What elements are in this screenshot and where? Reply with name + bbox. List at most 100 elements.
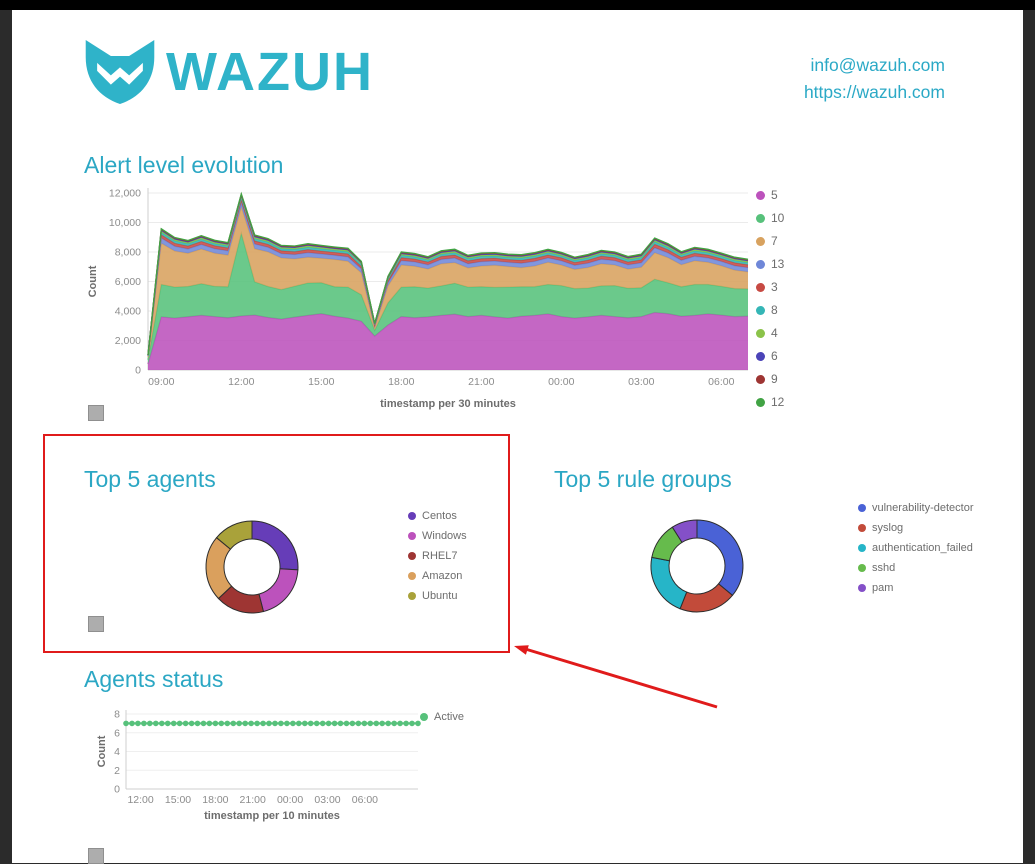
brand-wordmark: WAZUH	[166, 42, 374, 102]
svg-text:12,000: 12,000	[109, 188, 141, 200]
legend-dot	[756, 190, 765, 200]
svg-text:06:00: 06:00	[708, 376, 734, 388]
legend-item: Amazon	[408, 570, 467, 582]
svg-text:timestamp per 10 minutes: timestamp per 10 minutes	[204, 810, 340, 822]
svg-text:4,000: 4,000	[115, 306, 141, 318]
legend-item: Centos	[408, 510, 467, 522]
legend-dot	[408, 552, 416, 560]
contact-info: info@wazuh.com https://wazuh.com	[804, 52, 945, 106]
svg-text:12:00: 12:00	[127, 794, 153, 806]
svg-text:18:00: 18:00	[388, 376, 414, 388]
svg-text:timestamp per 30 minutes: timestamp per 30 minutes	[380, 398, 516, 410]
legend-item: Active	[420, 711, 464, 723]
svg-text:21:00: 21:00	[240, 794, 266, 806]
svg-text:6,000: 6,000	[115, 276, 141, 288]
top-agents-legend: Centos Windows RHEL7 Amazon Ubuntu	[408, 510, 467, 610]
legend-label: 9	[771, 372, 778, 386]
legend-item: 7	[756, 234, 784, 248]
contact-email[interactable]: info@wazuh.com	[810, 55, 946, 75]
legend-item: 13	[756, 257, 784, 271]
legend-dot	[756, 328, 765, 338]
legend-dot	[858, 524, 866, 532]
svg-text:12:00: 12:00	[228, 376, 254, 388]
svg-text:0: 0	[135, 365, 141, 377]
svg-text:6: 6	[114, 727, 120, 739]
svg-text:4: 4	[114, 746, 120, 758]
legend-label: RHEL7	[422, 550, 458, 562]
legend-dot	[756, 397, 765, 407]
legend-dot	[408, 572, 416, 580]
legend-label: 3	[771, 280, 778, 294]
legend-label: pam	[872, 582, 894, 594]
agents-status-chart: 0 2 4 6 8 12:00 15:00 18:00 21:00 00:00 03:00 06:00…	[96, 709, 421, 822]
svg-text:0: 0	[114, 784, 120, 796]
svg-text:00:00: 00:00	[277, 794, 303, 806]
legend-dot	[408, 512, 416, 520]
legend-label: Centos	[422, 510, 457, 522]
wazuh-logo: WAZUH	[82, 40, 374, 104]
legend-dot	[858, 504, 866, 512]
legend-item: syslog	[858, 522, 974, 534]
agents-status-legend: Active	[420, 711, 464, 723]
legend-label: 7	[771, 234, 778, 248]
image-placeholder	[88, 616, 104, 632]
legend-item: sshd	[858, 562, 974, 574]
legend-label: 10	[771, 211, 785, 225]
svg-text:2: 2	[114, 765, 120, 777]
section-title-agents-status: Agents status	[84, 666, 224, 692]
alert-level-chart: 0 2,000 4,000 6,000 8,000 10,000 12,000 09:00 12…	[87, 188, 749, 410]
svg-text:06:00: 06:00	[352, 794, 378, 806]
legend-dot	[858, 564, 866, 572]
svg-text:10,000: 10,000	[109, 217, 141, 229]
svg-text:18:00: 18:00	[202, 794, 228, 806]
svg-text:03:00: 03:00	[314, 794, 340, 806]
legend-dot	[756, 351, 765, 361]
svg-text:2,000: 2,000	[115, 335, 141, 347]
legend-label: vulnerability-detector	[872, 502, 974, 514]
annotation-arrow-line	[521, 646, 718, 709]
contact-url[interactable]: https://wazuh.com	[803, 82, 945, 102]
legend-dot	[408, 532, 416, 540]
section-title-rule-groups: Top 5 rule groups	[554, 466, 732, 492]
rule-groups-legend: vulnerability-detector syslog authenticati…	[858, 502, 974, 602]
legend-item: pam	[858, 582, 974, 594]
legend-item: 12	[756, 395, 784, 409]
svg-text:Count: Count	[96, 735, 108, 767]
legend-dot	[756, 213, 765, 223]
svg-text:00:00: 00:00	[548, 376, 574, 388]
svg-text:15:00: 15:00	[308, 376, 334, 388]
report-page: WAZUH info@wazuh.com https://wazuh.com A…	[12, 10, 1023, 864]
legend-dot	[408, 592, 416, 600]
legend-dot	[858, 584, 866, 592]
svg-text:8: 8	[114, 709, 120, 721]
image-placeholder	[88, 405, 104, 421]
legend-dot	[756, 305, 765, 315]
legend-dot	[756, 282, 765, 292]
legend-item: 9	[756, 372, 784, 386]
fox-icon	[85, 40, 155, 104]
legend-label: 4	[771, 326, 778, 340]
legend-dot	[858, 544, 866, 552]
legend-item: vulnerability-detector	[858, 502, 974, 514]
legend-label: 5	[771, 188, 778, 202]
svg-text:15:00: 15:00	[165, 794, 191, 806]
svg-text:03:00: 03:00	[628, 376, 654, 388]
svg-text:Count: Count	[87, 265, 99, 297]
legend-label: Amazon	[422, 570, 463, 582]
legend-dot	[756, 374, 765, 384]
svg-text:21:00: 21:00	[468, 376, 494, 388]
legend-dot	[756, 259, 765, 269]
legend-label: 6	[771, 349, 778, 363]
legend-item: Ubuntu	[408, 590, 467, 602]
legend-item: authentication_failed	[858, 542, 974, 554]
legend-item: 8	[756, 303, 784, 317]
svg-text:09:00: 09:00	[148, 376, 174, 388]
legend-dot	[420, 713, 428, 721]
legend-label: 8	[771, 303, 778, 317]
legend-label: authentication_failed	[872, 542, 973, 554]
legend-item: 6	[756, 349, 784, 363]
top-bar	[0, 0, 1035, 10]
legend-label: 12	[771, 395, 785, 409]
alert-level-legend: 5 10 7 13 3 8 4 6 9 12	[756, 188, 784, 418]
legend-label: 13	[771, 257, 785, 271]
